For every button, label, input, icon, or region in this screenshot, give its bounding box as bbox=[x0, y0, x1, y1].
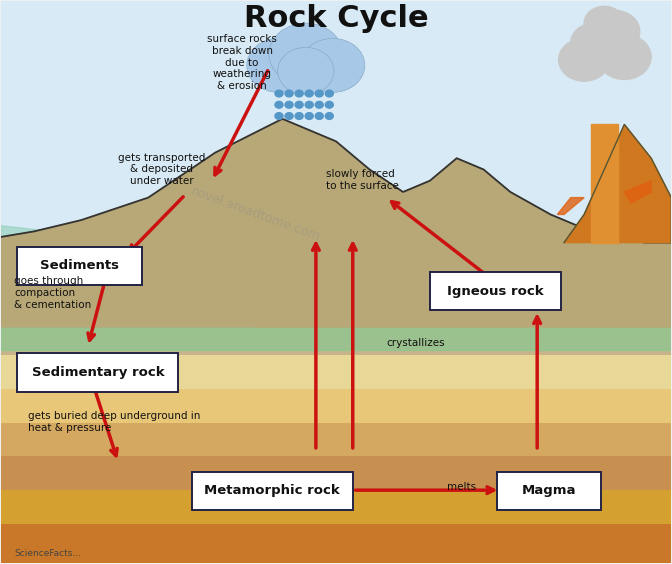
Circle shape bbox=[305, 90, 313, 97]
Circle shape bbox=[285, 113, 293, 120]
Circle shape bbox=[325, 90, 333, 97]
Text: Metamorphic rock: Metamorphic rock bbox=[204, 484, 340, 497]
Circle shape bbox=[300, 38, 365, 92]
Circle shape bbox=[275, 90, 283, 97]
Polygon shape bbox=[1, 119, 671, 327]
FancyBboxPatch shape bbox=[430, 272, 560, 310]
Circle shape bbox=[295, 113, 303, 120]
Circle shape bbox=[584, 6, 624, 40]
FancyBboxPatch shape bbox=[17, 246, 142, 285]
Text: ScienceFacts...: ScienceFacts... bbox=[14, 549, 81, 558]
Circle shape bbox=[295, 90, 303, 97]
Circle shape bbox=[558, 38, 610, 81]
Text: novel.aroadtome.com: novel.aroadtome.com bbox=[189, 185, 323, 244]
Circle shape bbox=[574, 20, 634, 71]
Circle shape bbox=[247, 38, 311, 92]
FancyBboxPatch shape bbox=[497, 472, 601, 510]
Text: surface rocks
break down
due to
weathering
& erosion: surface rocks break down due to weatheri… bbox=[207, 34, 277, 91]
Text: Sediments: Sediments bbox=[40, 259, 119, 272]
Bar bbox=[1, 355, 671, 389]
Polygon shape bbox=[564, 125, 671, 243]
Circle shape bbox=[597, 34, 651, 80]
Bar bbox=[1, 389, 671, 422]
Circle shape bbox=[275, 113, 283, 120]
Circle shape bbox=[285, 102, 293, 108]
Circle shape bbox=[295, 102, 303, 108]
Circle shape bbox=[278, 47, 334, 95]
FancyBboxPatch shape bbox=[192, 472, 353, 510]
Text: Magma: Magma bbox=[521, 484, 576, 497]
Text: gets transported
& deposited
under water: gets transported & deposited under water bbox=[118, 153, 206, 186]
Circle shape bbox=[275, 102, 283, 108]
Polygon shape bbox=[591, 125, 618, 243]
Circle shape bbox=[325, 113, 333, 120]
Text: Sedimentary rock: Sedimentary rock bbox=[32, 366, 164, 379]
Bar bbox=[1, 490, 671, 524]
Circle shape bbox=[305, 113, 313, 120]
Text: slowly forced
to the surface: slowly forced to the surface bbox=[326, 169, 398, 191]
Bar bbox=[1, 456, 671, 490]
Circle shape bbox=[285, 90, 293, 97]
Bar bbox=[1, 524, 671, 563]
Polygon shape bbox=[1, 226, 255, 327]
Text: melts: melts bbox=[447, 482, 476, 492]
Text: Rock Cycle: Rock Cycle bbox=[244, 3, 428, 33]
Text: crystallizes: crystallizes bbox=[386, 338, 445, 348]
Bar bbox=[1, 422, 671, 456]
FancyBboxPatch shape bbox=[17, 354, 178, 392]
Text: Igneous rock: Igneous rock bbox=[447, 284, 544, 297]
Polygon shape bbox=[557, 197, 584, 214]
Circle shape bbox=[589, 10, 640, 53]
Polygon shape bbox=[1, 327, 671, 350]
Bar bbox=[1, 321, 671, 355]
Circle shape bbox=[325, 102, 333, 108]
Circle shape bbox=[315, 113, 323, 120]
Circle shape bbox=[315, 102, 323, 108]
Bar bbox=[1, 1, 671, 327]
Circle shape bbox=[305, 102, 313, 108]
Circle shape bbox=[269, 23, 343, 85]
Circle shape bbox=[315, 90, 323, 97]
Text: gets buried deep underground in
heat & pressure: gets buried deep underground in heat & p… bbox=[28, 411, 200, 433]
Circle shape bbox=[571, 23, 618, 63]
Polygon shape bbox=[624, 180, 651, 203]
Text: goes through
compaction
& cementation: goes through compaction & cementation bbox=[14, 276, 91, 310]
